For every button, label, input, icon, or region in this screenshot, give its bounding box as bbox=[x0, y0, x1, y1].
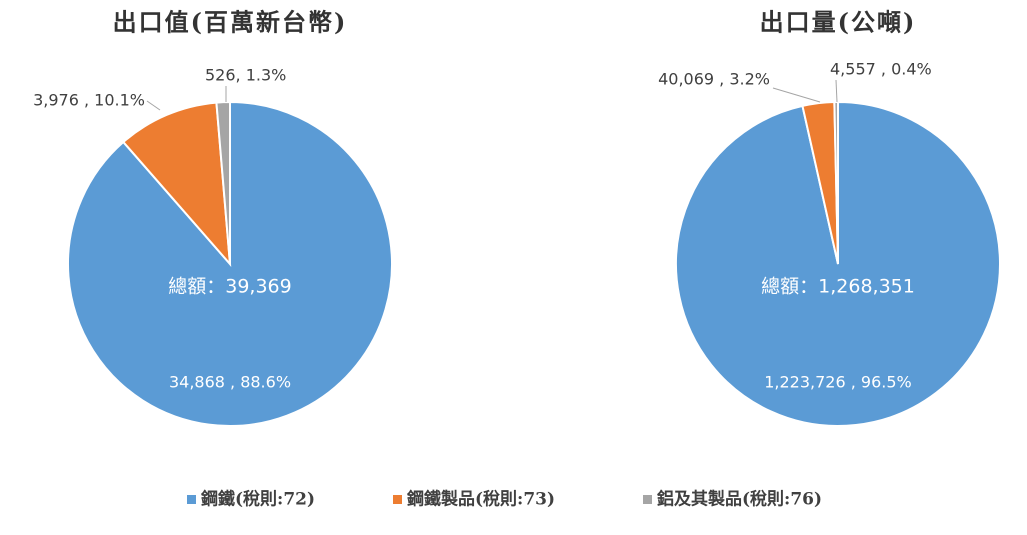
data-label: 34,868 , 88.6% bbox=[169, 373, 291, 392]
legend-swatch bbox=[643, 495, 652, 504]
total-annotation: 總額：39,369 bbox=[168, 276, 291, 298]
leader-line bbox=[772, 87, 821, 103]
total-annotation: 總額：1,268,351 bbox=[761, 276, 915, 298]
pie-slice bbox=[215, 100, 231, 265]
legend-label: 鋼鐵(稅則:72) bbox=[200, 489, 315, 510]
chart-title: 出口值(百萬新台幣) bbox=[113, 8, 348, 37]
leader-line bbox=[146, 100, 161, 111]
pie-slice bbox=[67, 100, 393, 427]
legend-swatch bbox=[187, 495, 196, 504]
data-label: 40,069 , 3.2% bbox=[658, 70, 770, 89]
chart-title: 出口量(公噸) bbox=[760, 8, 917, 37]
legend-label: 鋁及其製品(稅則:76) bbox=[657, 489, 822, 510]
pie-slice bbox=[833, 100, 839, 265]
legend-swatch bbox=[393, 495, 402, 504]
legend-label: 鋼鐵製品(稅則:73) bbox=[406, 489, 555, 510]
data-label: 526, 1.3% bbox=[205, 66, 286, 85]
data-label: 4,557 , 0.4% bbox=[830, 60, 932, 79]
leader-line bbox=[835, 79, 838, 103]
data-label: 1,223,726 , 96.5% bbox=[764, 373, 912, 392]
pie-slice bbox=[121, 101, 232, 267]
data-label: 3,976 , 10.1% bbox=[33, 91, 145, 110]
